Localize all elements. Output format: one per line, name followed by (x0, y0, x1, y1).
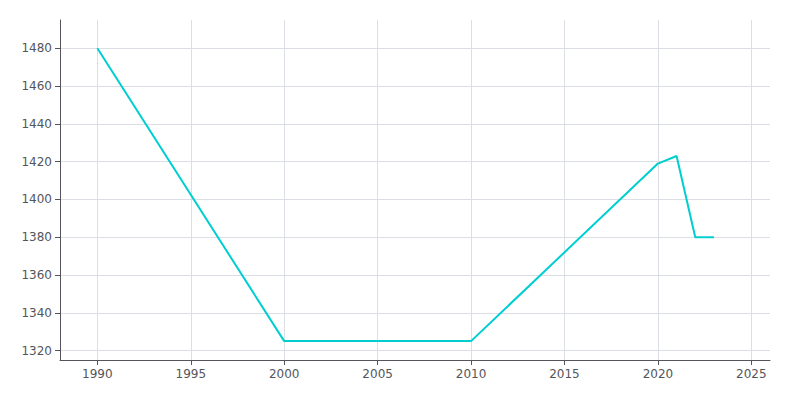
svg-text:1460: 1460 (21, 79, 52, 93)
svg-text:2005: 2005 (362, 367, 393, 381)
svg-text:2015: 2015 (549, 367, 580, 381)
svg-text:1320: 1320 (21, 344, 52, 358)
svg-text:2020: 2020 (643, 367, 674, 381)
svg-text:2000: 2000 (269, 367, 300, 381)
svg-text:1400: 1400 (21, 192, 52, 206)
svg-text:1360: 1360 (21, 268, 52, 282)
svg-text:1420: 1420 (21, 155, 52, 169)
svg-text:1480: 1480 (21, 41, 52, 55)
svg-text:2010: 2010 (456, 367, 487, 381)
svg-text:1440: 1440 (21, 117, 52, 131)
svg-text:1340: 1340 (21, 306, 52, 320)
svg-text:1380: 1380 (21, 230, 52, 244)
svg-text:1995: 1995 (176, 367, 207, 381)
svg-text:1990: 1990 (82, 367, 113, 381)
svg-text:2025: 2025 (736, 367, 767, 381)
